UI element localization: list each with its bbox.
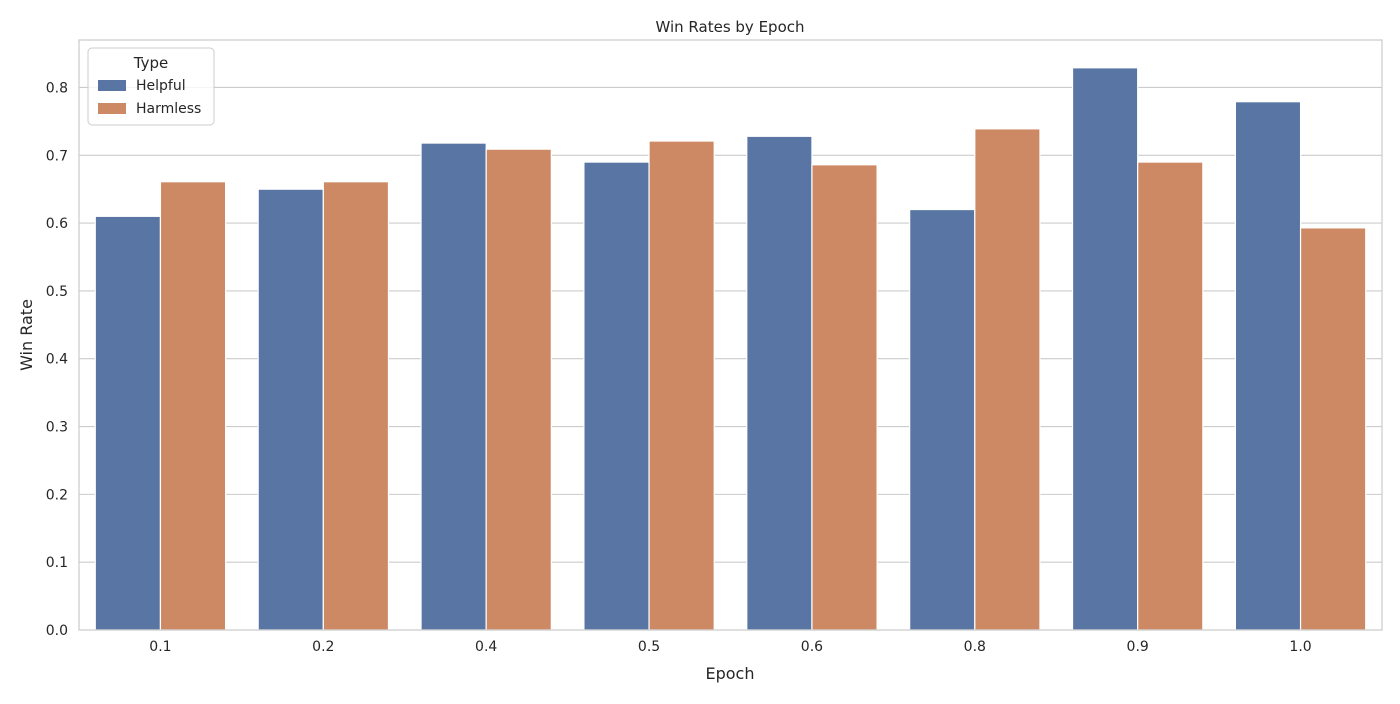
chart-title: Win Rates by Epoch bbox=[655, 18, 804, 36]
x-tick-label: 0.9 bbox=[1127, 639, 1149, 655]
bar-harmless-0.2 bbox=[322, 181, 390, 631]
y-tick-label: 0.5 bbox=[46, 284, 68, 300]
y-tick-label: 0.8 bbox=[46, 80, 68, 96]
bar-harmless-0.4 bbox=[485, 148, 552, 631]
y-tick-label: 0.6 bbox=[46, 216, 68, 232]
x-tick-label: 0.6 bbox=[801, 639, 823, 655]
y-tick-label: 0.1 bbox=[46, 555, 68, 571]
bar-helpful-0.8 bbox=[909, 208, 976, 631]
bar-harmless-0.5 bbox=[648, 140, 715, 631]
bar-helpful-0.1 bbox=[94, 215, 162, 631]
y-tick-label: 0.2 bbox=[46, 487, 68, 503]
bar-harmless-0.9 bbox=[1137, 161, 1204, 631]
x-axis-label: Epoch bbox=[706, 664, 755, 683]
legend-swatch-helpful bbox=[98, 80, 126, 91]
bars bbox=[94, 67, 1367, 631]
x-tick-label: 0.5 bbox=[638, 639, 660, 655]
x-tick-label: 0.1 bbox=[149, 639, 171, 655]
plot-frame bbox=[78, 39, 1383, 631]
bar-harmless-0.8 bbox=[974, 128, 1041, 631]
bar-helpful-0.2 bbox=[257, 188, 324, 631]
y-axis-label: Win Rate bbox=[17, 299, 36, 371]
x-tick-labels: 0.1 0.2 0.4 0.5 0.6 0.8 0.9 1.0 bbox=[149, 639, 1311, 655]
bar-harmless-0.1 bbox=[159, 181, 227, 631]
x-tick-label: 1.0 bbox=[1289, 639, 1311, 655]
x-tick-label: 0.4 bbox=[475, 639, 497, 655]
bar-helpful-0.5 bbox=[583, 161, 650, 631]
x-tick-label: 0.2 bbox=[312, 639, 334, 655]
bar-harmless-0.6 bbox=[811, 164, 878, 631]
legend-items: Helpful Harmless bbox=[98, 78, 201, 117]
bar-helpful-0.9 bbox=[1071, 67, 1139, 631]
x-tick-label: 0.8 bbox=[964, 639, 986, 655]
y-tick-label: 0.7 bbox=[46, 148, 68, 164]
bar-helpful-0.4 bbox=[420, 142, 487, 631]
legend-label-harmless: Harmless bbox=[136, 101, 201, 117]
legend-swatch-harmless bbox=[98, 103, 126, 114]
legend-title: Type bbox=[133, 54, 168, 72]
bar-helpful-0.6 bbox=[746, 135, 813, 631]
bar-helpful-1.0 bbox=[1234, 101, 1302, 631]
y-tick-labels: 0.0 0.1 0.2 0.3 0.4 0.5 0.6 0.7 0.8 bbox=[46, 80, 68, 639]
legend: Type Helpful Harmless bbox=[87, 47, 215, 126]
y-tick-label: 0.4 bbox=[46, 352, 68, 368]
legend-label-helpful: Helpful bbox=[136, 78, 186, 94]
y-tick-label: 0.3 bbox=[46, 420, 68, 436]
bar-harmless-1.0 bbox=[1299, 227, 1367, 631]
y-tick-label: 0.0 bbox=[46, 623, 68, 639]
